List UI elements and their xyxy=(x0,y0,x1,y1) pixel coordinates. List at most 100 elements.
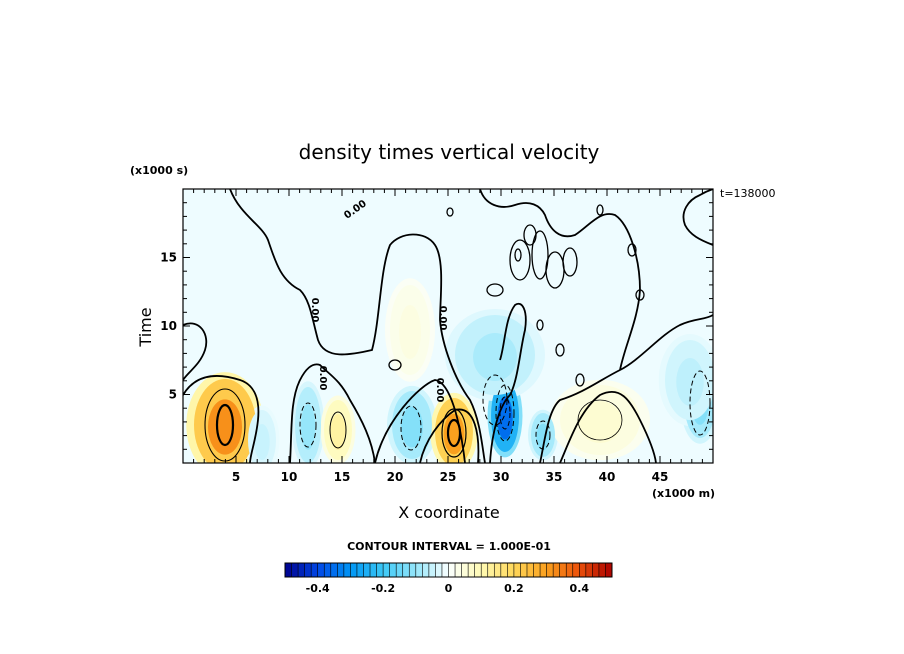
contour-loop xyxy=(388,359,402,371)
colorbar-cell xyxy=(461,563,469,577)
colorbar-cell xyxy=(396,563,404,577)
contour-loop xyxy=(523,224,537,246)
positive-contour xyxy=(215,403,235,447)
negative-contour xyxy=(499,396,511,430)
x-tick-label: 10 xyxy=(281,470,298,484)
x-tick-label: 20 xyxy=(387,470,404,484)
field-core xyxy=(401,406,423,448)
colorbar-cell xyxy=(572,563,580,577)
contour-loop xyxy=(596,204,604,216)
positive-contour xyxy=(441,408,467,458)
contour-label: 0.00 xyxy=(434,378,445,403)
colorbar-cell xyxy=(520,563,528,577)
colorbar-cell xyxy=(513,563,521,577)
timestamp-label: t=138000 xyxy=(720,187,776,200)
colorbar-cell xyxy=(592,563,600,577)
colorbar-cell xyxy=(402,563,410,577)
colorbar-tick-label: -0.4 xyxy=(306,582,330,595)
colorbar-cell xyxy=(507,563,515,577)
colorbar-cell xyxy=(422,563,430,577)
contour-loop xyxy=(536,319,544,331)
x-tick-label: 45 xyxy=(652,470,669,484)
zero-contour xyxy=(682,189,713,246)
field-core xyxy=(330,414,346,450)
contour-loop xyxy=(446,207,454,217)
negative-contour xyxy=(482,374,508,426)
negative-contour xyxy=(299,402,317,448)
contour-label: 0.00 xyxy=(309,298,320,323)
colorbar-cell xyxy=(546,563,554,577)
field-core xyxy=(676,358,704,406)
zero-contour xyxy=(539,314,713,463)
x-axis-label: X coordinate xyxy=(398,503,499,522)
zero-contour xyxy=(183,322,208,381)
field-core xyxy=(399,305,421,359)
zero-contour xyxy=(229,189,486,463)
colorbar-cell xyxy=(409,563,417,577)
field-core xyxy=(254,424,270,460)
x-tick-label: 5 xyxy=(232,470,240,484)
colorbar-cell xyxy=(304,563,312,577)
negative-contour xyxy=(535,420,551,450)
colorbar-cell xyxy=(343,563,351,577)
colorbar-cell xyxy=(330,563,338,577)
colorbar xyxy=(284,562,613,578)
contour-label: 0.00 xyxy=(437,306,448,331)
contour-loop xyxy=(575,373,585,387)
negative-contour xyxy=(689,370,711,436)
colorbar-cell xyxy=(376,563,384,577)
contour-loop xyxy=(509,239,531,281)
field-core xyxy=(300,404,316,450)
colorbar-cell xyxy=(487,563,495,577)
contour-label: 0.00 xyxy=(317,366,328,391)
colorbar-cell xyxy=(317,563,325,577)
field-core xyxy=(473,333,517,381)
colorbar-cell xyxy=(291,563,299,577)
contour-loop xyxy=(562,247,578,277)
colorbar-cell xyxy=(481,563,489,577)
colorbar-cell xyxy=(285,563,292,577)
plot-area: 0.000.00 0.000.00 0.00 5 10 15 20 25 30 35 40 45 5… xyxy=(160,188,714,484)
colorbar-frame xyxy=(284,562,613,578)
colorbar-cell xyxy=(448,563,456,577)
x-tick-label: 25 xyxy=(440,470,457,484)
positive-contour xyxy=(577,399,623,441)
field-core xyxy=(207,399,243,455)
zero-contour xyxy=(419,408,480,463)
zero-contour xyxy=(289,363,376,463)
contour-loop xyxy=(514,248,522,262)
colorbar-cell xyxy=(389,563,397,577)
colorbar-cell xyxy=(566,563,574,577)
colorbar-cell xyxy=(585,563,593,577)
zero-contour xyxy=(183,374,260,463)
colorbar-tick-label: 0 xyxy=(445,582,453,595)
y-tick-label: 15 xyxy=(160,251,177,265)
contour-loop xyxy=(555,343,565,357)
chart-title: density times vertical velocity xyxy=(299,140,600,164)
colorbar-cell xyxy=(494,563,502,577)
colorbar-cell xyxy=(500,563,508,577)
colorbar-tick-label: 0.2 xyxy=(504,582,524,595)
contour-loop xyxy=(531,230,549,280)
colorbar-cell xyxy=(370,563,377,577)
colorbar-cell xyxy=(605,563,613,577)
contour-interval-label: CONTOUR INTERVAL = 1.000E-01 xyxy=(347,540,551,553)
x-tick-label: 40 xyxy=(599,470,616,484)
colorbar-cell xyxy=(428,563,436,577)
colorbar-cell xyxy=(441,563,449,577)
colorbar-cell xyxy=(526,563,534,577)
colorbar-cell xyxy=(553,563,560,577)
colorbar-cell xyxy=(455,563,462,577)
colorbar-cell xyxy=(350,563,358,577)
colorbar-tick-label: 0.4 xyxy=(570,582,590,595)
negative-contour xyxy=(400,405,422,451)
y-axis-label: Time xyxy=(136,307,155,347)
colorbar-cell xyxy=(435,563,443,577)
y-tick-label: 5 xyxy=(169,388,177,402)
y-unit-label: (x1000 s) xyxy=(130,164,188,177)
contour-loop xyxy=(635,289,645,301)
colorbar-cell xyxy=(579,563,587,577)
colorbar-cell xyxy=(298,563,305,577)
colorbar-tick-label: -0.2 xyxy=(371,582,395,595)
